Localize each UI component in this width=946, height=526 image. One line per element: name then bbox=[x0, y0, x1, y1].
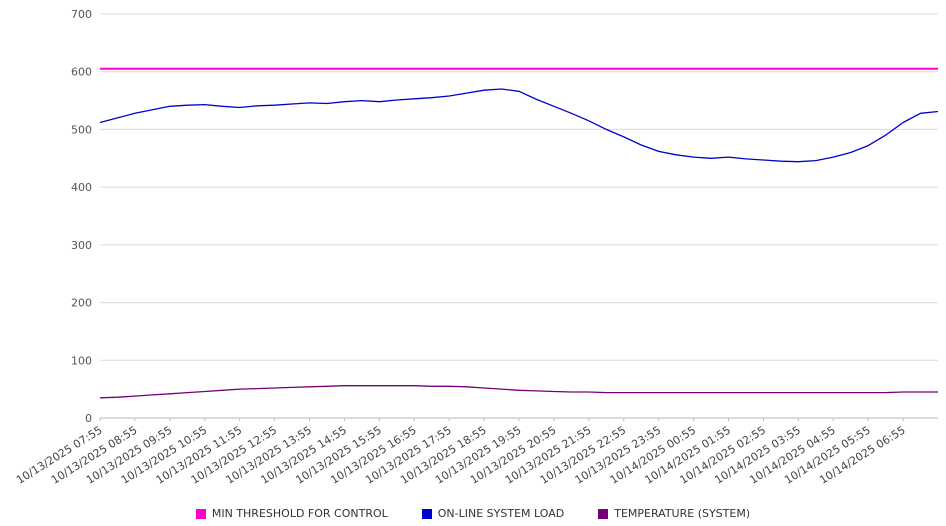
y-tick-label: 300 bbox=[71, 239, 92, 252]
legend-item: MIN THRESHOLD FOR CONTROL bbox=[195, 507, 388, 520]
y-tick-label: 600 bbox=[71, 66, 92, 79]
legend-swatch bbox=[421, 508, 432, 519]
legend-label: TEMPERATURE (SYSTEM) bbox=[614, 507, 751, 520]
legend-item: TEMPERATURE (SYSTEM) bbox=[598, 507, 750, 520]
y-tick-label: 700 bbox=[71, 8, 92, 21]
y-tick-label: 200 bbox=[71, 297, 92, 310]
legend-swatch bbox=[598, 508, 609, 519]
chart-legend: MIN THRESHOLD FOR CONTROL ON-LINE SYSTEM… bbox=[0, 507, 946, 520]
y-tick-label: 400 bbox=[71, 181, 92, 194]
legend-label: ON-LINE SYSTEM LOAD bbox=[437, 507, 565, 520]
y-tick-label: 100 bbox=[71, 354, 92, 367]
legend-item: ON-LINE SYSTEM LOAD bbox=[421, 507, 565, 520]
y-tick-label: 500 bbox=[71, 123, 92, 136]
series-line-1 bbox=[99, 88, 939, 163]
legend-label: MIN THRESHOLD FOR CONTROL bbox=[211, 507, 388, 520]
legend-swatch bbox=[195, 508, 206, 519]
y-tick-label: 0 bbox=[85, 412, 92, 425]
series-line-2 bbox=[99, 385, 938, 399]
